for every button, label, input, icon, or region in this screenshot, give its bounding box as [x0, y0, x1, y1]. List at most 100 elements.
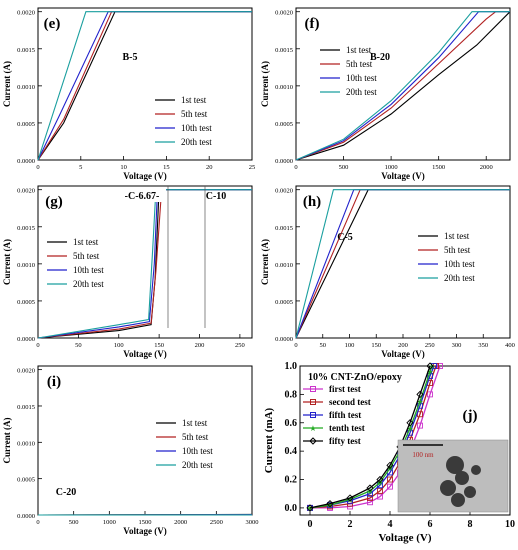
y-tick-label: 0.0000: [17, 336, 35, 343]
x-tick-label: 150: [371, 342, 381, 349]
y-tick-label: 0.0010: [275, 84, 293, 91]
legend-label: 1st test: [182, 418, 208, 428]
y-tick-label: 0.0015: [17, 225, 35, 232]
chart-panel-4: 0.0000 0.0005 0.0010 0.0015 0.0020 0 50 100 150 2…: [260, 185, 515, 359]
y-tick-label: 0.0020: [17, 188, 35, 195]
data-point: ★: [326, 501, 333, 510]
data-point: [406, 419, 414, 427]
x-tick-label: 50: [320, 342, 327, 349]
legend-label: 20th test: [182, 460, 213, 470]
x-tick-label: 150: [154, 342, 164, 349]
x-tick-label: 500: [339, 164, 349, 171]
x-tick-label: 2000: [480, 164, 493, 171]
x-tick-label: 300: [452, 342, 462, 349]
legend-label: 1st test: [181, 95, 207, 105]
legend-label: 10th test: [182, 446, 213, 456]
data-point: [437, 363, 443, 369]
y-axis-label: Current (mA): [263, 407, 275, 473]
nanoparticle: [455, 471, 469, 485]
y-tick-label: 0.0015: [17, 47, 35, 54]
x-tick-label: 15: [163, 164, 170, 171]
legend-label: 5th test: [182, 432, 209, 442]
sample-label: C-5: [337, 232, 353, 243]
data-point: ★: [406, 424, 413, 433]
legend-label: 1st test: [73, 237, 99, 247]
data-point: [366, 484, 374, 492]
nanoparticle: [451, 493, 465, 507]
x-tick-label: 25: [249, 164, 256, 171]
legend-label: 20th test: [73, 279, 104, 289]
y-tick-label: 0.0020: [17, 368, 35, 375]
y-tick-label: 0.0010: [17, 262, 35, 269]
y-tick-label: 0.0: [285, 503, 298, 514]
legend-label: 20th test: [181, 137, 212, 147]
data-point: [367, 495, 373, 501]
legend-label: 10th test: [73, 265, 104, 275]
series-line: [37, 189, 252, 339]
panel-label: (h): [303, 194, 321, 210]
x-tick-label: 0: [36, 342, 39, 349]
y-tick-label: 0.0005: [17, 121, 35, 128]
y-axis-label: Current (A): [2, 61, 12, 107]
series-line: [310, 365, 441, 509]
sample-label: B-5: [123, 52, 138, 63]
annotation-group: -C-6.67- C-10: [118, 186, 226, 328]
x-tick-label: 1500: [432, 164, 445, 171]
y-tick-label: 0.0015: [17, 404, 35, 411]
legend-label: fifth test: [329, 410, 361, 420]
annotation-box: [118, 188, 166, 202]
y-tick-label: 0.0020: [275, 10, 293, 17]
y-tick-label: 1.0: [285, 361, 298, 372]
x-axis-label: Voltage (V): [123, 526, 166, 536]
y-tick-label: 0.0020: [275, 188, 293, 195]
x-tick-label: 3000: [246, 519, 259, 526]
sample-label: B-20: [370, 52, 390, 63]
series-line: [309, 365, 437, 509]
chart-panel-6: 0.0 0.2 0.4 0.6 0.8 1.0 0 2 4 6 8 10 Voltage (V) Curr…: [263, 361, 515, 544]
legend-label: second test: [329, 397, 371, 407]
x-tick-label: 400: [505, 342, 515, 349]
legend-marker: [310, 412, 316, 418]
series-line: [295, 11, 511, 161]
y-tick-label: 0.0000: [275, 336, 293, 343]
legend-label: 5th test: [181, 109, 208, 119]
series-line: [309, 365, 431, 509]
legend-label: 5th test: [73, 251, 100, 261]
legend-marker: ★: [309, 424, 316, 433]
y-tick-label: 0.0000: [17, 158, 35, 165]
y-tick-label: 0.4: [285, 446, 298, 457]
x-tick-label: 100: [114, 342, 124, 349]
chart-panel-5: 0.0000 0.0005 0.0010 0.0015 0.0020 0 500 1000 15…: [2, 365, 259, 536]
series-line: [295, 11, 510, 161]
x-tick-label: 0: [36, 164, 39, 171]
legend-label: tenth test: [329, 423, 365, 433]
data-point: [416, 390, 424, 399]
series-line: [309, 365, 435, 509]
x-tick-label: 2500: [210, 519, 223, 526]
x-tick-label: 50: [75, 342, 82, 349]
annotation-label: -C-6.67-: [125, 191, 160, 202]
y-tick-label: 0.0005: [275, 121, 293, 128]
data-point: [367, 499, 373, 506]
legend-label: 10th test: [444, 259, 475, 269]
y-tick-label: 0.0010: [17, 440, 35, 447]
x-tick-label: 250: [235, 342, 245, 349]
y-tick-label: 0.8: [285, 389, 298, 400]
x-tick-label: 1000: [103, 519, 116, 526]
y-tick-label: 0.0015: [275, 47, 293, 54]
y-tick-label: 0.6: [285, 418, 298, 429]
x-tick-label: 0: [36, 519, 39, 526]
panel-label: (e): [44, 16, 61, 32]
y-tick-label: 0.2: [285, 475, 298, 486]
chart-panel-2: 0.0000 0.0005 0.0010 0.0015 0.0020 0 500 1000 15…: [260, 7, 511, 181]
plot-frame: [299, 365, 511, 516]
data-point: [326, 500, 334, 508]
y-axis-label: Current (A): [260, 239, 270, 285]
plot-frame: [37, 7, 253, 161]
panel-label: (f): [305, 16, 320, 32]
tem-inset-image: 100 nm: [397, 439, 509, 513]
y-tick-label: 0.0020: [17, 10, 35, 17]
chart-title: 10% CNT-ZnO/epoxy: [308, 372, 402, 383]
data-point: [376, 475, 384, 484]
panel-label: (i): [47, 374, 61, 390]
